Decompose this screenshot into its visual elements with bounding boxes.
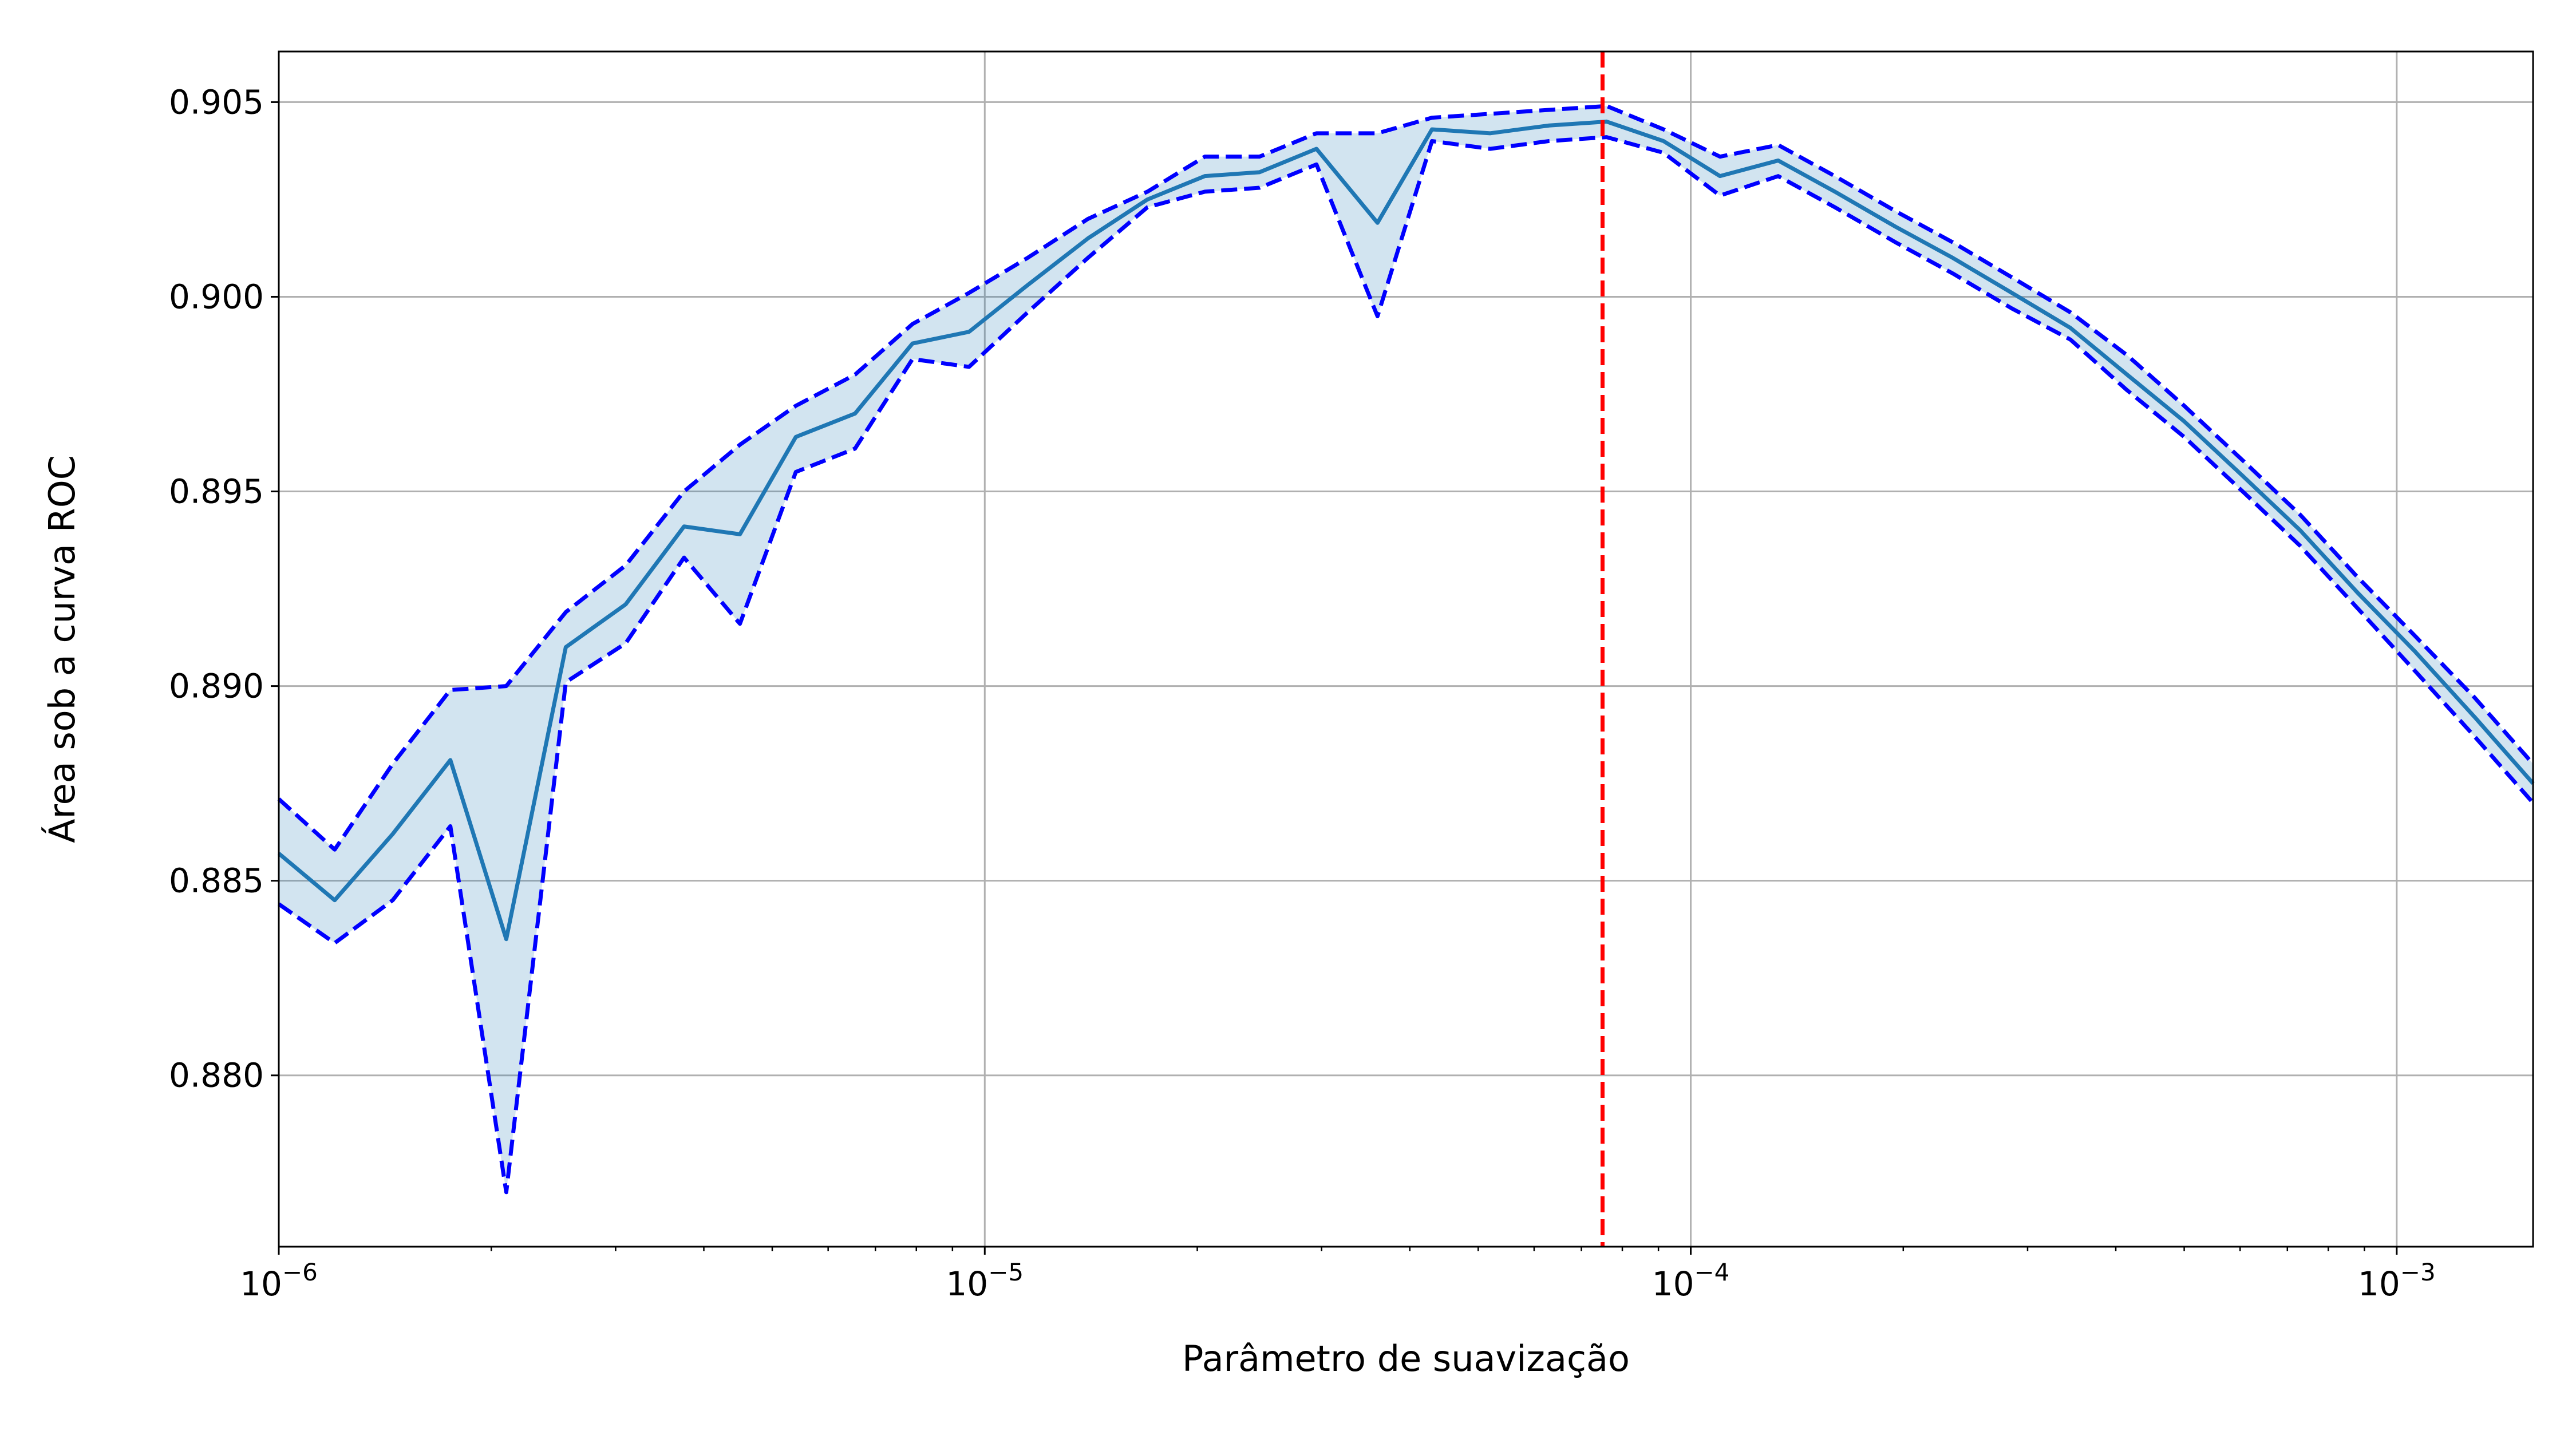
- y-tick-label: 0.900: [169, 277, 264, 316]
- x-tick-label: 10−6: [240, 1258, 318, 1303]
- x-tick-label: 10−3: [2358, 1258, 2436, 1303]
- x-axis-title: Parâmetro de suavização: [1182, 1338, 1630, 1379]
- mean-line: [277, 119, 2535, 942]
- upper-bound-line: [277, 104, 2535, 852]
- y-tick-label: 0.895: [169, 472, 264, 511]
- y-axis-ticks: 0.880 0.885 0.890 0.895 0.900 0.905: [169, 82, 279, 1095]
- y-tick-label: 0.880: [169, 1056, 264, 1095]
- series-layer: [277, 104, 2535, 1195]
- confidence-band: [279, 106, 2533, 1192]
- y-tick-label: 0.890: [169, 667, 264, 706]
- x-tick-label: 10−4: [1652, 1258, 1730, 1303]
- x-axis-ticks: 10−6 10−5 10−4 10−3: [240, 1247, 2436, 1303]
- lower-bound-line: [277, 135, 2535, 1195]
- y-axis-title: Área sob a curva ROC: [41, 455, 83, 843]
- y-tick-label: 0.905: [169, 82, 264, 121]
- plot-frame: [278, 50, 2534, 1248]
- x-tick-label: 10−5: [946, 1258, 1024, 1303]
- grid: [278, 52, 2533, 1247]
- confidence-band-layer: [279, 106, 2533, 1192]
- y-tick-label: 0.885: [169, 861, 264, 900]
